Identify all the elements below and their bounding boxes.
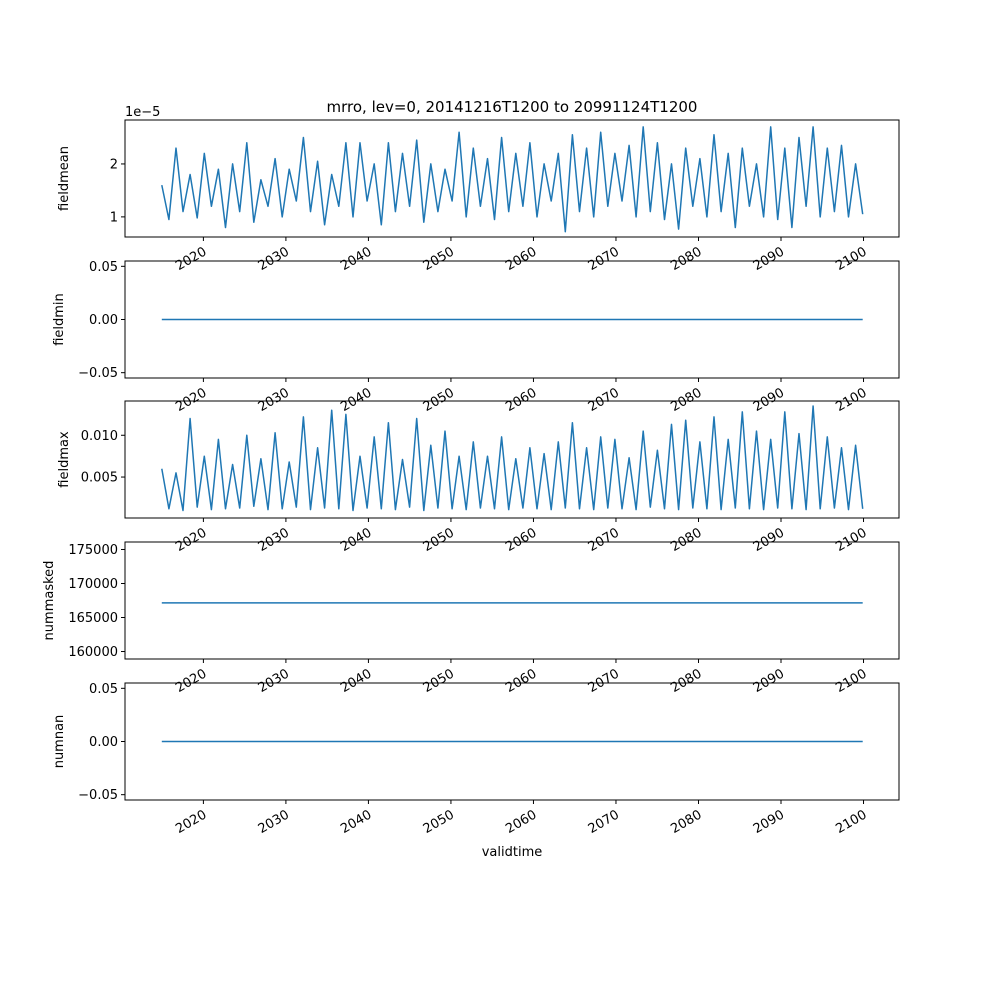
x-tick-label: 2020 xyxy=(173,807,209,837)
fieldmax-line xyxy=(161,405,864,512)
y-tick-label: −0.05 xyxy=(78,788,118,803)
x-tick-label: 2060 xyxy=(503,666,539,696)
y-offset-label: 1e−5 xyxy=(125,105,160,120)
y-tick-label: 0.05 xyxy=(89,682,118,697)
x-tick-label: 2070 xyxy=(586,807,622,837)
y-tick-label: −0.05 xyxy=(78,366,118,381)
x-tick-label: 2100 xyxy=(833,666,869,696)
x-tick-label: 2060 xyxy=(503,244,539,274)
x-tick-label: 2090 xyxy=(751,807,787,837)
x-tick-label: 2020 xyxy=(173,244,209,274)
x-tick-label: 2040 xyxy=(338,385,374,415)
x-axis-label: validtime xyxy=(482,845,543,860)
y-tick-label: 175000 xyxy=(68,543,118,558)
fieldmean-line xyxy=(161,126,864,233)
x-tick-label: 2080 xyxy=(668,244,704,274)
x-tick-label: 2060 xyxy=(503,807,539,837)
y-axis-label: fieldmean xyxy=(57,146,72,211)
x-tick-label: 2050 xyxy=(421,525,457,555)
x-tick-label: 2100 xyxy=(833,385,869,415)
y-tick-label: 0.00 xyxy=(89,735,118,750)
y-axis-label: numnan xyxy=(52,715,67,769)
panel-fieldmean: 1 2 fieldmean 1e−5 2020 2030 2040 2050 2060 2070 2… xyxy=(57,105,900,274)
x-tick-label: 2090 xyxy=(751,525,787,555)
y-axis-label: nummasked xyxy=(42,561,57,641)
fieldmean-axes-frame xyxy=(124,119,900,238)
x-tick-label: 2070 xyxy=(586,385,622,415)
x-tick-label: 2020 xyxy=(173,385,209,415)
panel-numnan: −0.05 0.00 0.05 numnan 2020 2030 2040 2050 2060 2… xyxy=(52,682,900,837)
panel-nummasked: 160000 165000 170000 175000 nummasked 2020 203… xyxy=(42,541,900,696)
y-tick-label: 165000 xyxy=(68,611,118,626)
x-tick-label: 2050 xyxy=(421,244,457,274)
x-tick-label: 2030 xyxy=(256,666,292,696)
x-tick-label: 2070 xyxy=(586,666,622,696)
x-tick-label: 2040 xyxy=(338,244,374,274)
x-tick-label: 2060 xyxy=(503,385,539,415)
x-tick-label: 2090 xyxy=(751,666,787,696)
x-tick-label: 2030 xyxy=(256,244,292,274)
y-tick-label: 170000 xyxy=(68,577,118,592)
x-tick-label: 2070 xyxy=(586,244,622,274)
x-tick-label: 2030 xyxy=(256,525,292,555)
y-axis-label: fieldmax xyxy=(57,431,72,488)
x-tick-label: 2100 xyxy=(833,244,869,274)
x-tick-label: 2040 xyxy=(338,666,374,696)
x-tick-label: 2020 xyxy=(173,525,209,555)
x-tick-label: 2030 xyxy=(256,385,292,415)
x-tick-label: 2080 xyxy=(668,807,704,837)
x-tick-label: 2020 xyxy=(173,666,209,696)
x-tick-label: 2030 xyxy=(256,807,292,837)
x-tick-label: 2060 xyxy=(503,525,539,555)
x-tick-label: 2040 xyxy=(338,807,374,837)
y-tick-label: 2 xyxy=(110,157,118,172)
x-tick-label: 2080 xyxy=(668,666,704,696)
chart-title: mrro, lev=0, 20141216T1200 to 20991124T1… xyxy=(327,98,698,116)
panel-fieldmax: 0.005 0.010 fieldmax 2020 2030 2040 2050 2060 20… xyxy=(57,400,900,555)
fieldmax-axes-frame xyxy=(124,400,900,519)
x-tick-label: 2080 xyxy=(668,525,704,555)
y-tick-label: 0.005 xyxy=(81,471,118,486)
nummasked-axes-frame xyxy=(124,541,900,660)
y-tick-label: 0.05 xyxy=(89,260,118,275)
y-axis-label: fieldmin xyxy=(52,293,67,346)
x-tick-label: 2050 xyxy=(421,385,457,415)
x-tick-label: 2090 xyxy=(751,244,787,274)
x-tick-label: 2050 xyxy=(421,807,457,837)
y-tick-label: 160000 xyxy=(68,645,118,660)
y-tick-label: 0.00 xyxy=(89,313,118,328)
x-tick-label: 2080 xyxy=(668,385,704,415)
x-tick-label: 2100 xyxy=(833,525,869,555)
x-tick-label: 2070 xyxy=(586,525,622,555)
x-tick-label: 2050 xyxy=(421,666,457,696)
y-tick-label: 0.010 xyxy=(81,429,118,444)
y-tick-label: 1 xyxy=(110,210,118,225)
x-tick-label: 2100 xyxy=(833,807,869,837)
x-tick-label: 2090 xyxy=(751,385,787,415)
x-tick-label: 2040 xyxy=(338,525,374,555)
panel-fieldmin: −0.05 0.00 0.05 fieldmin 2020 2030 2040 2050 206… xyxy=(52,260,900,415)
